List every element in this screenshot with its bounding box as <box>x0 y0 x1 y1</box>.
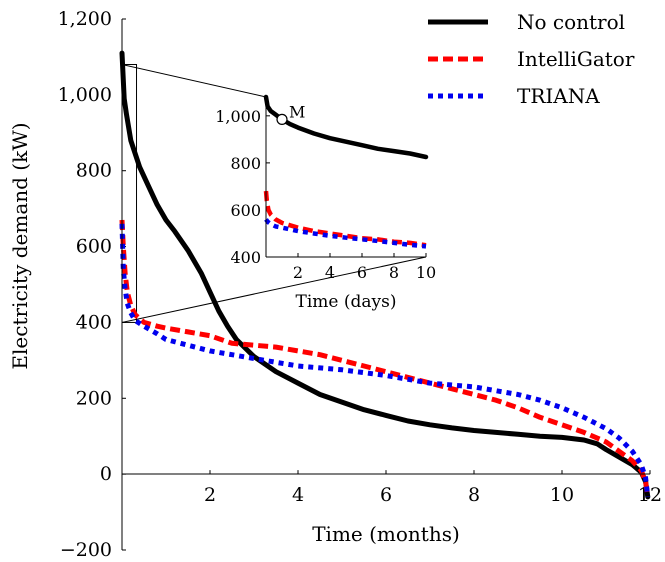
inset-y-tick-label: 800 <box>230 154 261 173</box>
main-x-tick-label: 6 <box>380 484 392 506</box>
inset-x-tick-label: 10 <box>416 263 436 282</box>
zoom-connector-bottom <box>121 256 427 323</box>
main-y-tick-label: 400 <box>76 311 112 333</box>
legend-label-1: IntelliGator <box>517 47 635 71</box>
main-x-tick-label: 2 <box>204 484 216 506</box>
main-x-tick-label: 8 <box>468 484 480 506</box>
main-x-tick-label: 10 <box>550 484 574 506</box>
main-x-tick-label: 4 <box>292 484 304 506</box>
main-y-axis-label: Electricity demand (kW) <box>8 122 32 369</box>
legend-label-0: No control <box>517 10 625 34</box>
inset-x-tick-label: 4 <box>325 263 335 282</box>
zoom-connector-top <box>121 64 267 98</box>
inset-y-tick-label: 600 <box>230 201 261 220</box>
main-x-axis-label: Time (months) <box>312 522 460 546</box>
zoom-connectors <box>121 64 427 323</box>
inset-y-tick-label: 1,000 <box>215 107 261 126</box>
inset-series-1 <box>263 190 427 248</box>
main-series-0 <box>119 50 651 500</box>
inset-series <box>263 94 429 249</box>
inset-y-tick-label: 400 <box>230 248 261 267</box>
legend-label-2: TRIANA <box>517 84 600 108</box>
main-y-tick-label: 800 <box>76 160 112 182</box>
main-y-tick-label: 1,000 <box>58 84 112 106</box>
inset-x-tick-label: 8 <box>389 263 399 282</box>
main-series-1 <box>119 219 651 498</box>
inset-annotation: M <box>276 102 305 125</box>
inset-x-axis-label: Time (days) <box>296 292 397 312</box>
legend: No control IntelliGator TRIANA <box>428 10 635 108</box>
main-series <box>119 50 651 500</box>
main-y-tick-label: −200 <box>60 539 112 561</box>
main-y-tick-label: 0 <box>100 463 112 485</box>
inset-axis-ticks: 2 4 6 8 10 400 600 800 1,000 <box>215 107 436 282</box>
main-series-2 <box>119 223 651 498</box>
annotation-marker <box>276 113 288 125</box>
main-y-tick-label: 200 <box>76 387 112 409</box>
inset-x-tick-label: 6 <box>357 263 367 282</box>
inset-series-0 <box>263 94 429 160</box>
main-y-tick-label: 1,200 <box>58 8 112 30</box>
annotation-label: M <box>289 102 305 121</box>
main-y-tick-label: 600 <box>76 236 112 258</box>
inset-x-tick-label: 2 <box>293 263 303 282</box>
